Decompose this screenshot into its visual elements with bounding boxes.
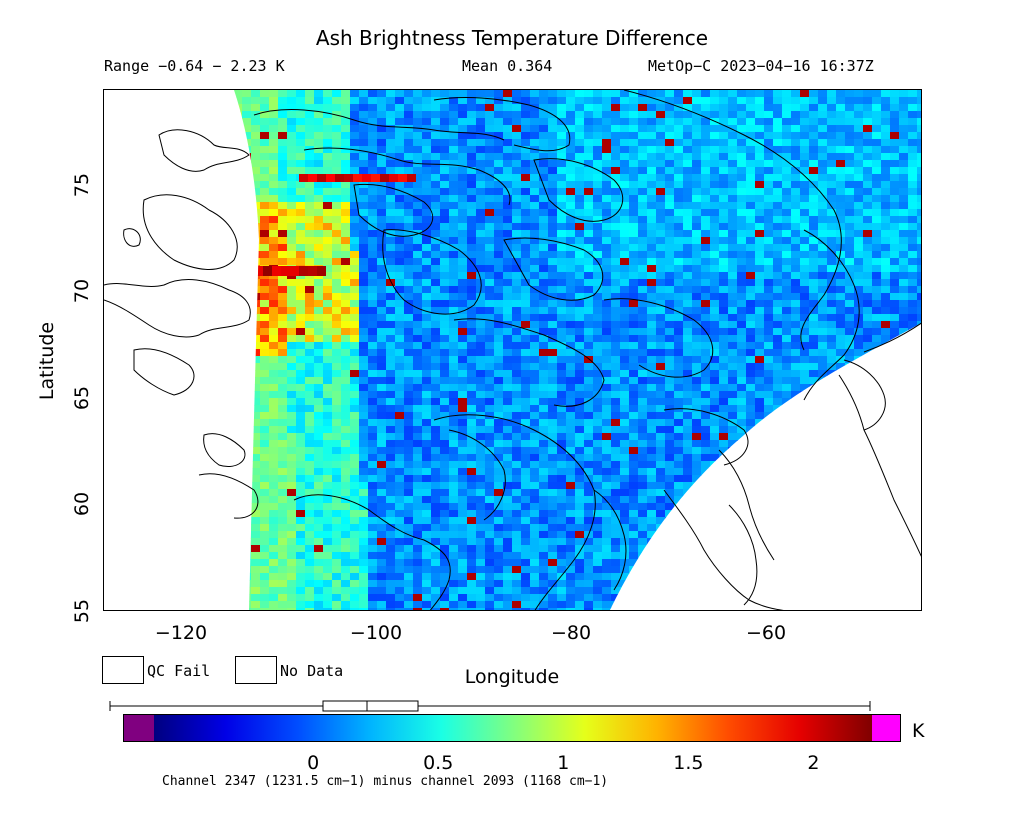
map-svg — [104, 90, 921, 610]
colorbar-tick-label: 0.5 — [423, 752, 454, 774]
chart-title: Ash Brightness Temperature Difference — [315, 26, 709, 50]
x-axis-label: Longitude — [464, 666, 560, 688]
qc-fail-swatch — [102, 656, 144, 684]
x-tick-label: −80 — [550, 622, 592, 644]
qc-fail-label: QC Fail — [147, 662, 211, 680]
y-tick-label: 60 — [71, 492, 94, 517]
colorbar-range-slider[interactable] — [105, 698, 875, 714]
y-tick-label: 65 — [71, 385, 94, 411]
colorbar-tick-label: 2 — [807, 752, 820, 774]
range-label: Range −0.64 − 2.23 K — [104, 57, 285, 75]
colorbar-slider-thumb[interactable] — [322, 700, 419, 712]
colorbar-unit: K — [912, 720, 925, 742]
y-tick-label: 55 — [71, 598, 94, 624]
no-data-label: No Data — [280, 662, 344, 680]
y-tick-label: 75 — [71, 172, 94, 197]
colorbar-tick-label: 0 — [307, 752, 320, 774]
coastlines — [104, 90, 921, 610]
y-tick-label: 70 — [71, 279, 94, 304]
source-label: MetOp−C 2023−04−16 16:37Z — [648, 57, 874, 75]
colorbar-tick-label: 1.5 — [673, 752, 704, 774]
map-plot-area[interactable] — [103, 89, 922, 611]
colorbar-tick-label: 1 — [557, 752, 570, 774]
no-data-swatch — [235, 656, 277, 684]
colorbar — [123, 714, 901, 742]
x-tick-label: −100 — [349, 622, 403, 644]
swath-data — [234, 90, 921, 610]
mean-label: Mean 0.364 — [462, 57, 553, 75]
channel-footnote: Channel 2347 (1231.5 cm−1) minus channel… — [162, 774, 609, 789]
x-tick-label: −120 — [154, 622, 208, 644]
x-tick-label: −60 — [745, 622, 787, 644]
y-axis-label: Latitude — [36, 321, 59, 401]
